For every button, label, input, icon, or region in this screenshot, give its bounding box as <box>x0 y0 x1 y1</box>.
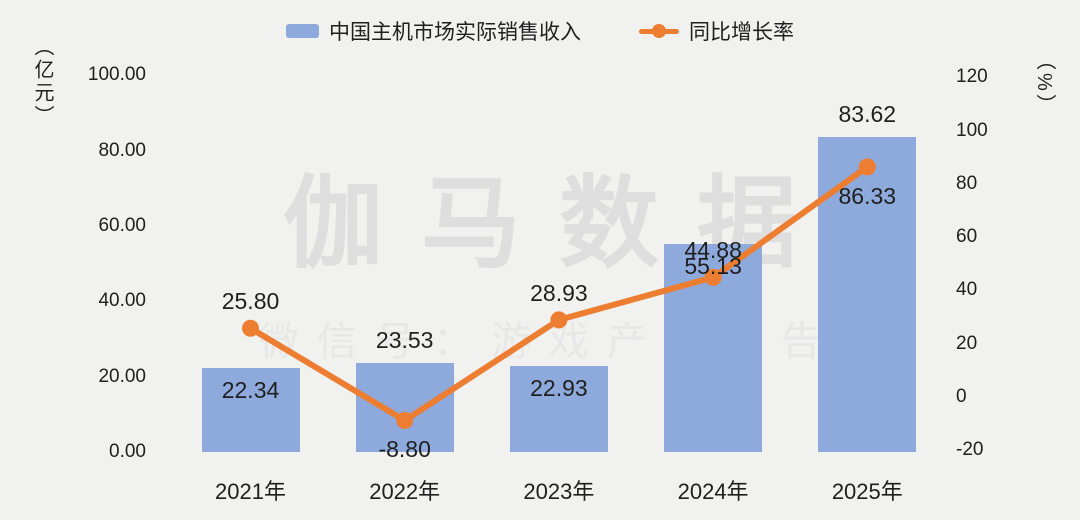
left-axis-title: （亿元） <box>31 36 53 128</box>
right-axis-tick: 20 <box>956 332 978 354</box>
growth-value-label: 25.80 <box>221 288 280 315</box>
line-marker-dot <box>652 24 666 38</box>
legend-item-growth: 同比增长率 <box>639 16 794 46</box>
right-axis-tick: -20 <box>956 439 984 461</box>
x-axis-label: 2023年 <box>523 479 595 504</box>
bar-value-label: 23.53 <box>375 327 434 354</box>
left-axis-tick: 0.00 <box>109 441 146 462</box>
bar-series-swatch-icon <box>286 24 319 38</box>
bar-value-label: 83.62 <box>838 101 897 127</box>
growth-value-label: 86.33 <box>838 182 897 209</box>
x-axis-label: 2024年 <box>677 479 749 504</box>
left-axis-tick: 40.00 <box>98 290 146 312</box>
right-axis-title: （%） <box>1033 50 1055 117</box>
left-axis-tick: 100.00 <box>87 64 146 86</box>
left-axis-tick: 20.00 <box>98 365 146 387</box>
right-axis-tick: 0 <box>956 386 967 407</box>
right-axis-tick: 120 <box>956 66 988 88</box>
left-axis-tick: 60.00 <box>98 214 146 236</box>
legend-line-label: 同比增长率 <box>689 21 794 44</box>
bar-value-label: 22.34 <box>221 376 280 403</box>
growth-point-marker <box>550 311 568 329</box>
growth-value-label: -8.80 <box>378 436 431 463</box>
right-axis-tick: 60 <box>956 226 978 248</box>
growth-value-label: 28.93 <box>530 279 588 306</box>
legend-bar-label: 中国主机市场实际销售收入 <box>329 21 581 44</box>
right-axis-tick: 100 <box>956 119 988 141</box>
growth-value-label: 44.88 <box>684 237 742 264</box>
x-axis-label: 2022年 <box>369 479 441 504</box>
legend: 中国主机市场实际销售收入 同比增长率 <box>0 16 1080 46</box>
bar-value-label: 22.93 <box>530 374 588 401</box>
left-axis-tick: 80.00 <box>98 139 146 161</box>
line-series-marker-icon <box>639 24 679 38</box>
growth-point-marker <box>242 319 259 337</box>
legend-item-revenue: 中国主机市场实际销售收入 <box>286 16 581 46</box>
x-axis-label: 2025年 <box>831 479 903 504</box>
right-axis-tick: 40 <box>956 279 978 301</box>
x-axis-label: 2021年 <box>215 479 286 504</box>
right-axis-tick: 80 <box>956 172 978 194</box>
